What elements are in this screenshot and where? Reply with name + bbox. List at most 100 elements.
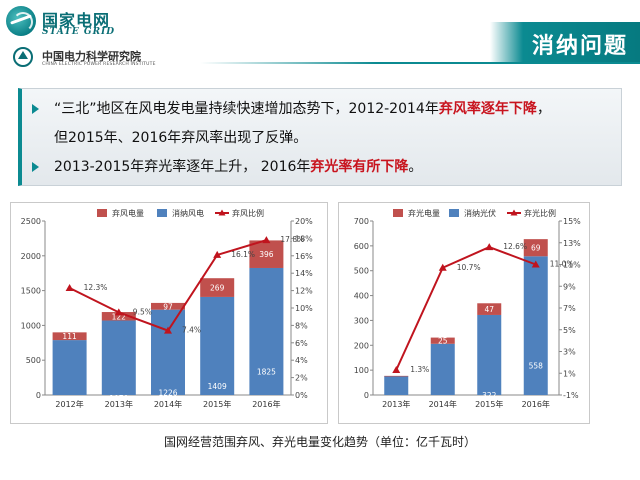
ratio-label: 1.3% xyxy=(410,365,429,374)
ratio-label: 11.0% xyxy=(550,260,574,269)
y-left-tick-label: 1500 xyxy=(21,287,41,296)
bullet-1-punct: ， xyxy=(536,101,551,117)
logo-block: 国家电网 STATE GRID 中国电力科学研究院 CHINA ELECTRIC… xyxy=(6,6,206,72)
legend-swatch xyxy=(393,209,403,217)
ratio-point xyxy=(485,243,494,251)
y-right-tick-label: 20% xyxy=(295,217,313,226)
legend-label: 消纳光伏 xyxy=(464,208,496,218)
bullet-2-text: 2013-2015年弃光率逐年上升， 2016年 xyxy=(54,159,311,175)
y-left-tick-label: 500 xyxy=(26,356,41,365)
x-tick-label: 2012年 xyxy=(55,399,83,409)
chart-caption: 国网经营范围弃风、弃光电量变化趋势（单位：亿千瓦时） xyxy=(163,435,476,449)
wind-curtailment-chart: 0 500 1000 1500 2000 2500 0% 2% 4% 6% 8% 10% 12% 14% 1… xyxy=(21,208,314,413)
bullet-1-text: “三北”地区在风电发电量持续快速增加态势下，2012-2014年 xyxy=(54,101,439,117)
bar-curtailed-label: 97 xyxy=(163,302,173,311)
y-right-tick-label: 6% xyxy=(295,339,308,348)
bar-curtailed-label: 47 xyxy=(484,305,494,314)
bar-consumed xyxy=(200,296,235,395)
y-left-tick-label: 0 xyxy=(36,391,41,400)
y-right-tick-label: 10% xyxy=(295,304,313,313)
ratio-point xyxy=(213,250,222,258)
ratio-point xyxy=(114,308,123,316)
bullet-1-line-1: “三北”地区在风电发电量持续快速增加态势下，2012-2014年弃风率逐年下降， xyxy=(54,98,551,118)
bar-curtailed-label: 111 xyxy=(62,332,77,341)
ratio-point xyxy=(164,326,172,334)
legend-label: 弃光比例 xyxy=(524,208,556,218)
legend-ratio-marker xyxy=(510,209,518,216)
y-left-tick-label: 1000 xyxy=(21,321,41,330)
logo-cn: 国家电网 xyxy=(42,11,111,30)
legend-label: 弃风比例 xyxy=(232,208,264,218)
y-left-tick-label: 500 xyxy=(354,267,369,276)
ratio-label: 9.5% xyxy=(133,307,152,316)
y-left-tick-label: 400 xyxy=(354,292,369,301)
bar-consumed-label: 789 xyxy=(62,404,77,413)
legend-label: 弃风电量 xyxy=(112,208,144,218)
bullet-2-punct: 。 xyxy=(408,159,423,175)
y-right-tick-label: 7% xyxy=(563,304,576,313)
bar-consumed xyxy=(477,314,502,395)
bar-consumed xyxy=(52,340,87,395)
x-tick-label: 2013年 xyxy=(105,399,133,409)
ratio-line xyxy=(395,246,537,371)
ratio-label: 7.4% xyxy=(182,326,201,335)
bar-consumed-label: 76 xyxy=(391,422,401,423)
bar-curtailed xyxy=(151,302,185,310)
bullet-1-highlight: 弃风率逐年下降 xyxy=(438,101,537,117)
bar-consumed xyxy=(430,343,455,395)
legend-swatch xyxy=(449,209,459,217)
ratio-point xyxy=(438,263,447,271)
bar-consumed-label: 1226 xyxy=(158,388,177,397)
y-right-tick-label: 16% xyxy=(295,252,313,261)
bar-consumed-label: 1409 xyxy=(208,382,227,391)
y-right-tick-label: 8% xyxy=(295,321,308,330)
ratio-label: 12.3% xyxy=(84,283,108,292)
x-tick-label: 2016年 xyxy=(252,399,280,409)
y-left-tick-label: 600 xyxy=(354,242,369,251)
x-tick-label: 2013年 xyxy=(382,399,410,409)
x-tick-label: 2016年 xyxy=(522,399,550,409)
y-right-tick-label: 0% xyxy=(295,391,308,400)
y-right-tick-label: 9% xyxy=(563,282,576,291)
bullet-1-line-2: 但2015年、2016年弃风率出现了反弹。 xyxy=(54,130,308,146)
institute-en: CHINA ELECTRIC POWER RESEARCH INSTITUTE xyxy=(42,62,156,67)
bar-curtailed xyxy=(384,375,409,377)
title-band: 消纳问题 xyxy=(490,22,640,62)
y-left-tick-label: 2500 xyxy=(21,217,41,226)
bar-curtailed xyxy=(249,240,284,268)
bar-consumed-label: 1070 xyxy=(109,394,128,403)
ratio-label: 12.6% xyxy=(503,242,527,251)
bar-curtailed xyxy=(430,337,455,344)
bar-curtailed-label: 122 xyxy=(112,312,127,321)
bar-curtailed xyxy=(477,303,502,315)
bar-consumed xyxy=(151,309,185,395)
ratio-point xyxy=(392,365,401,373)
y-left-tick-label: 100 xyxy=(354,366,369,375)
y-left-tick-label: 200 xyxy=(354,341,369,350)
state-grid-logo-icon xyxy=(6,6,36,36)
ratio-point xyxy=(65,283,74,291)
bar-consumed xyxy=(101,320,136,395)
y-right-tick-label: 5% xyxy=(563,326,576,335)
logo-en: STATE GRID xyxy=(42,27,116,37)
solar-chart-frame: 0 100 200 300 400 500 600 700 -1% 1% 3% 5% 7% 9% 11% 13… xyxy=(338,202,590,431)
y-right-tick-label: 13% xyxy=(563,239,581,248)
ratio-point xyxy=(531,260,540,268)
y-right-tick-label: 14% xyxy=(295,269,313,278)
bullet-arrow-icon xyxy=(32,104,39,114)
y-right-tick-label: 1% xyxy=(563,369,576,378)
page-title: 消纳问题 xyxy=(531,34,628,59)
y-right-tick-label: 2% xyxy=(295,374,308,383)
x-tick-label: 2014年 xyxy=(154,399,182,409)
bar-consumed-label: 1825 xyxy=(257,367,276,376)
legend-ratio-marker xyxy=(218,209,226,216)
bar-curtailed xyxy=(101,312,136,321)
x-tick-label: 2015年 xyxy=(203,399,231,409)
bar-curtailed-label: 269 xyxy=(210,284,225,293)
ratio-label: 10.7% xyxy=(457,263,481,272)
bullet-2-line: 2013-2015年弃光率逐年上升， 2016年弃光率有所下降。 xyxy=(54,156,422,176)
bullet-2-highlight: 弃光率有所下降 xyxy=(310,159,409,175)
bar-consumed xyxy=(384,376,409,395)
bar-curtailed-label: 25 xyxy=(438,337,448,346)
y-left-tick-label: 300 xyxy=(354,316,369,325)
